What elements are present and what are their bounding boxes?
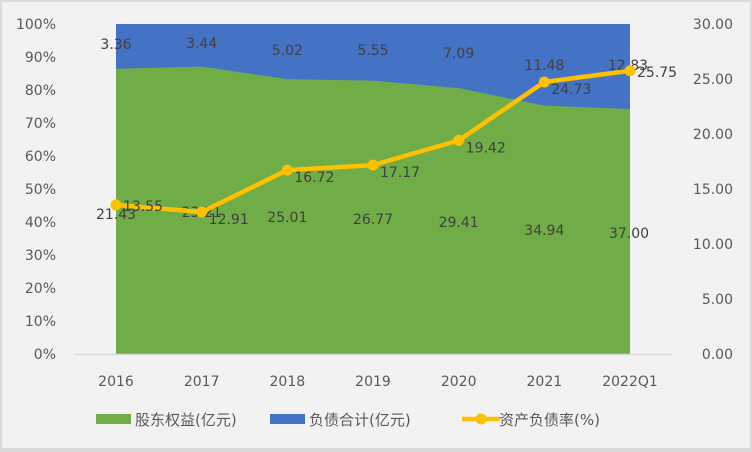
liability-label: 3.36 xyxy=(100,37,131,53)
legend-entry: 股东权益(亿元) xyxy=(135,411,237,429)
left-axis-tick: 100% xyxy=(16,17,56,33)
debt-ratio-label: 12.91 xyxy=(209,212,249,228)
debt-ratio-label: 16.72 xyxy=(294,170,334,186)
right-axis-tick: 20.00 xyxy=(693,127,733,143)
left-axis-tick: 80% xyxy=(25,83,56,99)
x-axis-tick: 2019 xyxy=(355,374,391,390)
x-axis-tick: 2017 xyxy=(184,374,220,390)
right-axis-tick: 10.00 xyxy=(693,237,733,253)
legend: 股东权益(亿元) 负债合计(亿元) 资产负债率(%) xyxy=(96,411,600,429)
legend-swatch-liabilities xyxy=(270,414,305,424)
liability-label: 11.48 xyxy=(524,58,564,74)
liability-label: 3.44 xyxy=(186,36,217,52)
debt-ratio-label: 19.42 xyxy=(466,140,506,156)
debt-ratio-label: 13.55 xyxy=(123,199,163,215)
left-axis-tick: 50% xyxy=(25,182,56,198)
equity-label: 21.43 xyxy=(96,207,136,223)
left-axis-tick: 20% xyxy=(25,281,56,297)
liability-label: 7.09 xyxy=(443,46,474,62)
left-axis-tick: 10% xyxy=(25,314,56,330)
legend-entry: 负债合计(亿元) xyxy=(309,411,411,429)
legend-swatch-equity xyxy=(96,414,131,424)
left-axis-tick: 90% xyxy=(25,50,56,66)
x-axis-tick: 2022Q1 xyxy=(602,374,658,390)
debt-ratio-label: 17.17 xyxy=(380,165,420,181)
debt-ratio-marker xyxy=(196,206,208,218)
legend-entry: 资产负债率(%) xyxy=(499,411,600,429)
right-axis-tick: 30.00 xyxy=(693,17,733,33)
right-axis-tick: 0.00 xyxy=(702,347,733,363)
right-axis-tick: 15.00 xyxy=(693,182,733,198)
left-axis-tick: 0% xyxy=(34,347,56,363)
debt-ratio-marker xyxy=(453,134,465,146)
debt-ratio-label: 24.73 xyxy=(551,82,591,98)
debt-ratio-marker xyxy=(538,76,550,88)
debt-ratio-marker xyxy=(367,159,379,171)
legend-swatch-ratio-marker xyxy=(475,413,487,425)
debt-ratio-label: 25.75 xyxy=(637,65,677,81)
right-axis-tick: 5.00 xyxy=(702,292,733,308)
x-axis-tick: 2021 xyxy=(527,374,563,390)
left-axis-tick: 40% xyxy=(25,215,56,231)
left-axis-tick: 70% xyxy=(25,116,56,132)
x-axis-tick: 2016 xyxy=(98,374,134,390)
left-axis-tick: 30% xyxy=(25,248,56,264)
left-axis-tick: 60% xyxy=(25,149,56,165)
liability-label: 5.55 xyxy=(357,43,388,59)
debt-ratio-marker xyxy=(110,199,122,211)
equity-label: 25.01 xyxy=(267,210,307,226)
equity-label: 26.77 xyxy=(353,212,393,228)
right-axis-tick: 25.00 xyxy=(693,72,733,88)
liability-label: 5.02 xyxy=(272,43,303,59)
debt-ratio-marker xyxy=(281,164,293,176)
equity-label: 29.41 xyxy=(439,215,479,231)
equity-area xyxy=(116,66,630,355)
equity-label: 37.00 xyxy=(609,226,649,242)
equity-label: 34.94 xyxy=(524,223,564,239)
x-axis-tick: 2018 xyxy=(270,374,306,390)
x-axis-tick: 2020 xyxy=(441,374,477,390)
debt-ratio-marker xyxy=(624,65,636,77)
